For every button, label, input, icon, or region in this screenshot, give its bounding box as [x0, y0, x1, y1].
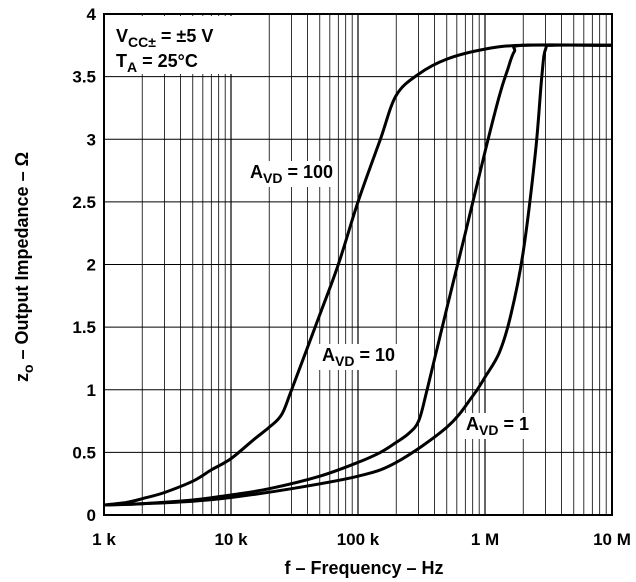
y-tick-label: 4 — [87, 5, 97, 24]
y-tick-label: 2.5 — [72, 193, 96, 212]
curve-label-2-text: AVD = 10 — [322, 345, 395, 369]
x-tick-label: 1 k — [92, 530, 116, 549]
conditions-background — [106, 16, 258, 74]
y-axis-label-subscript: o — [20, 364, 36, 373]
y-axis-label: zo – Output Impedance – Ω — [12, 152, 36, 382]
curve-label-3-background — [463, 413, 532, 439]
curve-label-1-text: AVD = 100 — [250, 162, 333, 186]
x-tick-label: 10 k — [214, 530, 248, 549]
y-tick-label: 1 — [87, 381, 96, 400]
y-tick-label: 3.5 — [72, 68, 96, 87]
y-axis-label-symbol: z — [12, 373, 32, 382]
x-tick-label: 10 M — [593, 530, 631, 549]
y-tick-label: 0 — [87, 506, 96, 525]
y-tick-label: 3 — [87, 130, 96, 149]
curve-label-3-text: AVD = 1 — [466, 414, 529, 438]
x-tick-label: 100 k — [337, 530, 380, 549]
x-tick-labels: 1 k 10 k 100 k 1 M 10 M — [92, 530, 631, 549]
curve-series-1 — [103, 43, 613, 507]
y-tick-label: 1.5 — [72, 318, 96, 337]
grid-lines — [103, 13, 612, 516]
curve-label-1-background — [247, 161, 336, 187]
condition-1-text: VCC± = ±5 V — [116, 26, 213, 50]
x-axis-label: f – Frequency – Hz — [284, 558, 443, 578]
condition-2-text: TA = 25°C — [116, 51, 198, 75]
curve-label-1: AVD = 100 — [247, 161, 336, 187]
annotations: AVD = 100 AVD = 10 AVD = 1 VCC± = ±5 VTA = … — [106, 16, 532, 439]
y-tick-label: 2 — [87, 256, 96, 275]
x-tick-label: 1 M — [471, 530, 499, 549]
curve-series-3 — [103, 43, 613, 507]
plot-frame — [103, 13, 613, 516]
condition-1: VCC± = ±5 V — [116, 26, 213, 50]
y-tick-label: 0.5 — [72, 443, 96, 462]
y-axis-label-rest: – Output Impedance – Ω — [12, 152, 32, 364]
curve-label-3: AVD = 1 — [463, 413, 532, 439]
condition-2: TA = 25°C — [116, 51, 198, 75]
curve-label-2: AVD = 10 — [319, 344, 398, 370]
y-tick-labels: 0 0.5 1 1.5 2 2.5 3 3.5 4 — [72, 5, 96, 525]
curves — [103, 43, 613, 507]
curve-series-2 — [103, 43, 613, 507]
curve-label-2-background — [319, 344, 398, 370]
